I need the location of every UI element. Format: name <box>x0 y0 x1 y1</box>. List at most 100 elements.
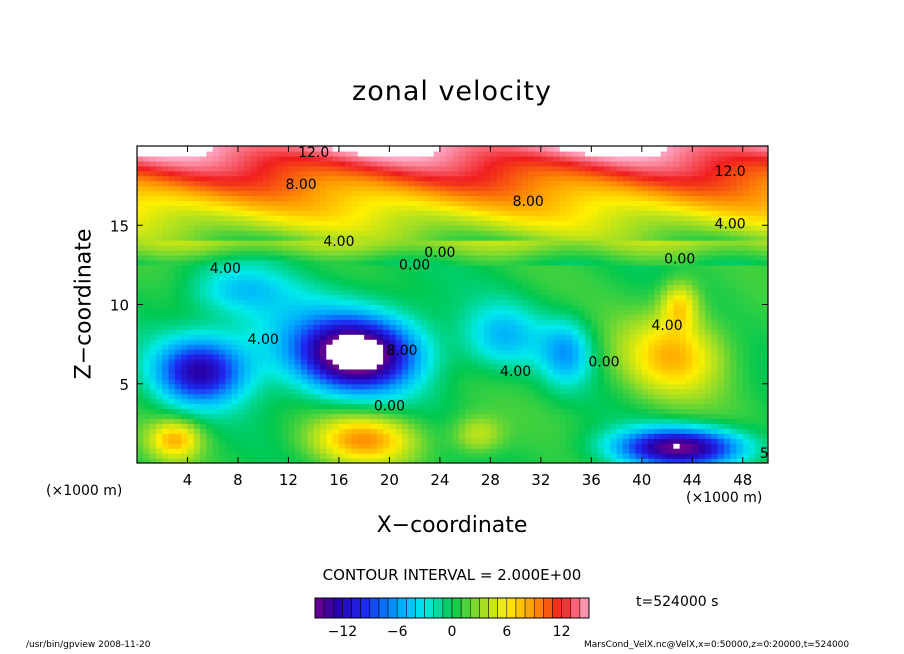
heatmap-cell <box>439 413 447 420</box>
heatmap-cell <box>351 245 359 251</box>
heatmap-cell <box>603 388 611 395</box>
heatmap-cell <box>566 289 573 296</box>
heatmap-cell <box>181 334 189 340</box>
heatmap-cell <box>301 358 308 365</box>
heatmap-cell <box>345 294 353 301</box>
heatmap-cell <box>534 398 542 405</box>
heatmap-cell <box>187 205 195 211</box>
heatmap-cell <box>200 408 208 415</box>
heatmap-cell <box>332 453 340 459</box>
heatmap-cell <box>622 289 630 296</box>
heatmap-cell <box>376 274 384 281</box>
heatmap-cell <box>534 383 542 390</box>
heatmap-cell <box>155 289 163 296</box>
heatmap-cell <box>395 235 403 241</box>
heatmap-cell <box>357 155 365 162</box>
heatmap-cell <box>313 363 321 370</box>
heatmap-cell <box>231 448 239 454</box>
heatmap-cell <box>288 259 296 266</box>
heatmap-cell <box>332 413 340 420</box>
heatmap-cell <box>465 443 473 449</box>
heatmap-cell <box>364 408 372 415</box>
heatmap-cell <box>509 358 517 365</box>
heatmap-cell <box>332 160 340 167</box>
heatmap-cell <box>332 170 340 177</box>
heatmap-cell <box>294 175 302 182</box>
heatmap-cell <box>364 363 372 370</box>
heatmap-cell <box>465 368 473 375</box>
heatmap-cell <box>143 363 151 370</box>
heatmap-cell <box>465 245 473 251</box>
heatmap-cell <box>212 215 220 221</box>
heatmap-cell <box>193 215 201 221</box>
heatmap-cell <box>597 240 605 246</box>
heatmap-cell <box>389 245 397 251</box>
heatmap-cell <box>345 230 353 236</box>
heatmap-cell <box>578 180 586 187</box>
heatmap-cell <box>452 443 460 449</box>
heatmap-cell <box>174 423 182 429</box>
heatmap-cell <box>572 393 580 400</box>
heatmap-cell <box>137 329 144 335</box>
heatmap-cell <box>471 250 479 256</box>
heatmap-cell <box>162 329 170 335</box>
heatmap-cell <box>534 329 542 335</box>
heatmap-cell <box>200 225 208 231</box>
heatmap-cell <box>389 150 397 157</box>
heatmap-cell <box>149 309 157 316</box>
heatmap-cell <box>578 329 586 335</box>
heatmap-cell <box>244 215 252 221</box>
heatmap-cell <box>597 279 605 286</box>
heatmap-cell <box>282 274 290 281</box>
heatmap-cell <box>244 225 252 231</box>
heatmap-cell <box>206 195 214 202</box>
heatmap-cell <box>187 403 195 410</box>
heatmap-cell <box>471 299 479 306</box>
heatmap-cell <box>433 150 441 157</box>
heatmap-cell <box>269 269 277 276</box>
heatmap-cell <box>458 289 466 296</box>
heatmap-cell <box>439 448 447 454</box>
heatmap-cell <box>263 378 271 385</box>
heatmap-cell <box>578 309 586 316</box>
heatmap-cell <box>319 170 327 177</box>
heatmap-cell <box>288 210 296 216</box>
heatmap-cell <box>137 423 144 429</box>
heatmap-cell <box>376 250 384 256</box>
heatmap-cell <box>553 344 561 350</box>
heatmap-cell <box>591 319 599 325</box>
heatmap-cell <box>332 403 340 410</box>
heatmap-cell <box>338 215 346 221</box>
heatmap-cell <box>149 205 157 211</box>
heatmap-cell <box>231 279 239 286</box>
heatmap-cell <box>566 388 573 395</box>
heatmap-cell <box>477 378 485 385</box>
heatmap-cell <box>559 299 567 306</box>
heatmap-cell <box>477 195 485 202</box>
heatmap-cell <box>559 443 567 449</box>
heatmap-cell <box>313 175 321 182</box>
heatmap-cell <box>610 155 618 162</box>
heatmap-cell <box>282 418 290 424</box>
heatmap-cell <box>591 155 599 162</box>
heatmap-cell <box>326 354 334 360</box>
heatmap-cell <box>301 245 308 251</box>
heatmap-cell <box>439 250 447 256</box>
heatmap-cell <box>383 443 390 449</box>
heatmap-cell <box>610 443 618 449</box>
heatmap-cell <box>338 155 346 162</box>
heatmap-cell <box>143 225 151 231</box>
heatmap-cell <box>465 299 473 306</box>
heatmap-cell <box>389 378 397 385</box>
heatmap-cell <box>547 235 555 241</box>
heatmap-cell <box>149 215 157 221</box>
heatmap-cell <box>585 175 592 182</box>
heatmap-cell <box>452 319 460 325</box>
heatmap-cell <box>326 279 334 286</box>
heatmap-cell <box>319 403 327 410</box>
heatmap-cell <box>502 230 510 236</box>
heatmap-cell <box>553 324 561 330</box>
heatmap-cell <box>237 225 245 231</box>
heatmap-cell <box>420 354 428 360</box>
heatmap-cell <box>181 418 189 424</box>
